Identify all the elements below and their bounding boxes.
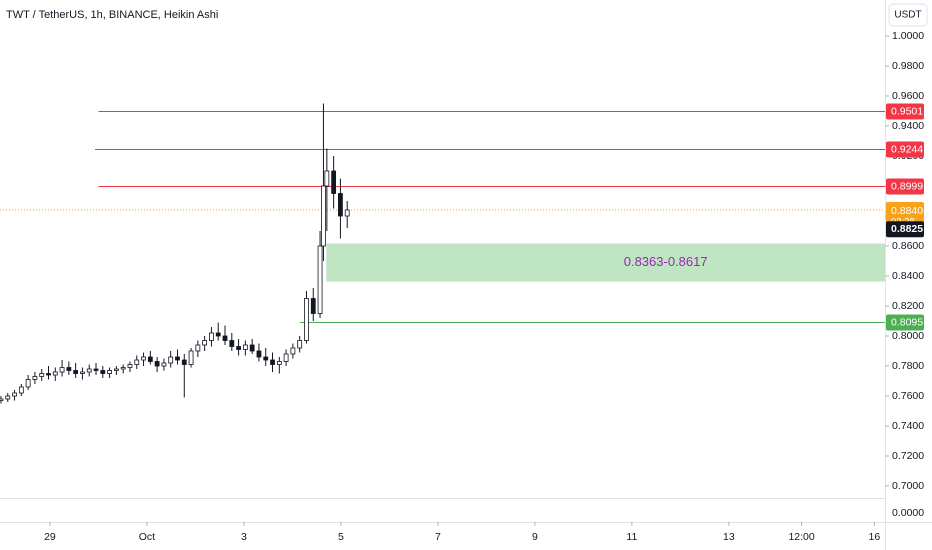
currency-button[interactable]: [888, 3, 928, 27]
candle-body: [127, 364, 133, 368]
candle-body: [338, 193, 343, 217]
candle-body: [32, 376, 38, 380]
x-tick-label: 11: [626, 531, 637, 543]
candle-body: [5, 395, 11, 400]
level-tag-label: 0.9501: [891, 105, 923, 117]
candle-body: [249, 344, 255, 352]
x-tick-label: 5: [338, 531, 344, 543]
close-price-tag: [886, 221, 924, 238]
candle-body: [168, 356, 174, 364]
x-tick-label: 16: [868, 531, 880, 543]
candle-body: [215, 332, 221, 337]
candle-body: [52, 371, 58, 376]
x-tick-label: 13: [723, 531, 735, 543]
y-tick-label: 0.7400: [892, 420, 924, 432]
x-tick-label: 29: [44, 531, 56, 543]
y-tick-label: 0.7800: [892, 360, 924, 372]
x-tick-label: 7: [435, 531, 441, 543]
y-tick-label: 0.8000: [892, 330, 924, 342]
level-tag-label: 0.8999: [891, 180, 923, 192]
y-tick-label: 0.8200: [892, 300, 924, 312]
candle-body: [0, 398, 4, 401]
candle-body: [256, 350, 262, 358]
candle-body: [59, 367, 65, 373]
candle-body: [25, 379, 31, 388]
candle-body: [324, 170, 330, 187]
y-tick-label: 1.0000: [892, 30, 924, 42]
candle-body: [304, 298, 309, 341]
candle-body: [46, 373, 51, 376]
candle-body: [195, 344, 201, 352]
candle-body: [263, 356, 269, 361]
candle-body: [229, 340, 235, 347]
y-tick-label: 0.7600: [892, 390, 924, 402]
candle-body: [147, 356, 153, 362]
candle-body: [242, 344, 248, 350]
candle-body: [270, 359, 275, 365]
close-price-label: 0.8825: [891, 223, 923, 235]
candle-body: [134, 359, 140, 365]
x-tick-label: Oct: [139, 531, 155, 543]
candle-body: [93, 368, 99, 371]
level-tag: [886, 314, 924, 331]
candle-body: [39, 373, 45, 377]
y-tick-label: 0.9800: [892, 60, 924, 72]
candle-body: [188, 350, 194, 365]
candle-body: [222, 335, 228, 341]
level-tag: [886, 141, 924, 158]
currency[interactable]: USDT: [894, 10, 921, 21]
candle-body: [321, 185, 326, 247]
candle-body: [86, 368, 92, 373]
candle-body: [80, 371, 85, 374]
candle-body: [113, 368, 119, 371]
candle-body: [100, 370, 106, 374]
chart-title: TWT / TetherUS, 1h, BINANCE, Heikin Ashi: [6, 9, 218, 21]
candle-body: [141, 356, 146, 361]
bottom-scale-label: 0.0000: [892, 507, 924, 519]
candle-body: [331, 170, 337, 194]
x-tick-label: 3: [241, 531, 247, 543]
candle-body: [283, 353, 289, 362]
level-tag-label: 0.9244: [891, 143, 923, 155]
level-tag: [886, 178, 924, 195]
level-tag-label: 0.8095: [891, 316, 923, 328]
y-tick-label: 0.7200: [892, 450, 924, 462]
candle-body: [290, 347, 296, 355]
candle-body: [107, 370, 112, 374]
zone-label: 0.8363-0.8617: [624, 254, 708, 269]
last-price-label: 0.8840: [891, 205, 923, 217]
candle-body: [18, 386, 24, 394]
candle-body: [344, 209, 350, 217]
candle-body: [202, 340, 208, 346]
candle-body: [154, 361, 160, 367]
x-tick-label: 9: [532, 531, 538, 543]
y-tick-label: 0.8600: [892, 240, 924, 252]
level-tag: [886, 103, 924, 120]
candle-body: [175, 356, 180, 361]
candle-body: [161, 362, 167, 367]
candle-body: [297, 340, 303, 349]
candle-body: [12, 392, 17, 397]
candle-body: [181, 359, 187, 365]
candle-body: [310, 298, 316, 314]
candle-body: [66, 367, 72, 371]
x-tick-label: 12:00: [788, 531, 814, 543]
candle-body: [120, 367, 126, 370]
candle-body: [73, 370, 79, 374]
y-tick-label: 0.7000: [892, 480, 924, 492]
y-tick-label: 0.9600: [892, 90, 924, 102]
candle-body: [317, 245, 323, 314]
zone: [326, 243, 886, 282]
candle-body: [276, 361, 282, 365]
candle-body: [236, 346, 241, 350]
y-tick-label: 0.9400: [892, 120, 924, 132]
y-tick-label: 0.8400: [892, 270, 924, 282]
candle-body: [209, 332, 214, 341]
